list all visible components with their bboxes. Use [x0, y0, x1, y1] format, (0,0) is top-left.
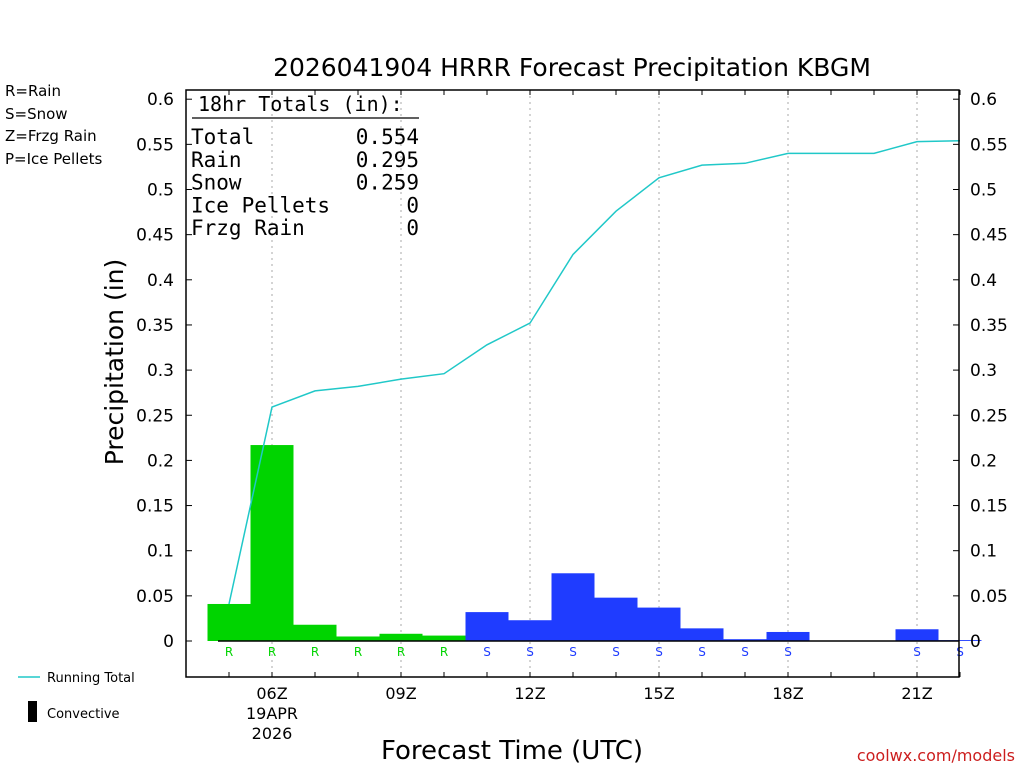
- totals-label-1: Rain: [191, 148, 242, 172]
- convective-swatch: [28, 701, 37, 722]
- y-tick-label-right-0: 0: [970, 632, 981, 652]
- totals-label-4: Frzg Rain: [191, 216, 305, 240]
- bar-16: [895, 629, 939, 641]
- y-tick-label-left-12: 0.6: [147, 90, 174, 110]
- bar-17: [938, 640, 982, 641]
- bar-11: [680, 628, 724, 641]
- bar-4: [379, 633, 423, 641]
- bar-type-label-7: S: [526, 645, 534, 659]
- x-tick-label-4: 18Z: [772, 684, 803, 703]
- bar-type-label-9: S: [612, 645, 620, 659]
- bar-type-label-17: S: [956, 645, 964, 659]
- totals-value-0: 0.554: [356, 125, 419, 149]
- bar-3: [336, 636, 380, 641]
- totals-label-2: Snow: [191, 171, 242, 195]
- bar-1: [250, 445, 294, 641]
- y-axis-title: Precipitation (in): [100, 259, 129, 466]
- y-tick-label-right-2: 0.1: [970, 542, 997, 562]
- legend-freezing-rain: Z=Frzg Rain: [5, 127, 97, 145]
- totals-label-0: Total: [191, 125, 254, 149]
- watermark: coolwx.com/models: [857, 746, 1015, 765]
- totals-value-3: 0: [406, 193, 419, 217]
- y-tick-label-right-5: 0.25: [970, 406, 1008, 426]
- bar-type-label-16: S: [913, 645, 921, 659]
- x-tick-label-5: 21Z: [901, 684, 932, 703]
- bar-type-label-12: S: [741, 645, 749, 659]
- bar-type-label-1: R: [268, 645, 276, 659]
- legend-snow: S=Snow: [5, 105, 68, 123]
- bar-type-label-3: R: [354, 645, 362, 659]
- running-total-line: [228, 139, 961, 605]
- y-tick-label-left-5: 0.25: [136, 406, 174, 426]
- bar-type-label-6: S: [483, 645, 491, 659]
- bar-5: [422, 635, 466, 641]
- y-tick-label-left-2: 0.1: [147, 542, 174, 562]
- bar-8: [551, 573, 595, 641]
- y-tick-label-left-0: 0: [163, 632, 174, 652]
- bar-type-label-8: S: [569, 645, 577, 659]
- bar-0: [207, 603, 251, 641]
- y-tick-label-left-1: 0.05: [136, 587, 174, 607]
- y-tick-label-right-3: 0.15: [970, 497, 1008, 517]
- y-tick-label-right-7: 0.35: [970, 316, 1008, 336]
- y-tick-label-right-10: 0.5: [970, 181, 997, 201]
- y-tick-label-left-6: 0.3: [147, 361, 174, 381]
- bar-type-label-5: R: [440, 645, 448, 659]
- bar-2: [293, 624, 337, 641]
- convective-legend-label: Convective: [47, 707, 120, 722]
- totals-value-2: 0.259: [356, 171, 419, 195]
- bar-type-label-10: S: [655, 645, 663, 659]
- y-tick-label-left-8: 0.4: [147, 271, 174, 291]
- y-tick-label-right-6: 0.3: [970, 361, 997, 381]
- bar-9: [594, 597, 638, 641]
- y-tick-label-right-4: 0.2: [970, 451, 997, 471]
- totals-value-4: 0: [406, 216, 419, 240]
- totals-value-1: 0.295: [356, 148, 419, 172]
- y-tick-label-right-9: 0.45: [970, 226, 1008, 246]
- legend-rain: R=Rain: [5, 82, 61, 100]
- bar-6: [465, 612, 509, 641]
- y-tick-label-left-7: 0.35: [136, 316, 174, 336]
- y-tick-label-left-3: 0.15: [136, 497, 174, 517]
- y-tick-label-left-10: 0.5: [147, 181, 174, 201]
- y-tick-label-right-1: 0.05: [970, 587, 1008, 607]
- x-date-label: 19APR: [246, 704, 298, 723]
- y-tick-label-right-11: 0.55: [970, 135, 1008, 155]
- x-year-label: 2026: [252, 724, 293, 743]
- y-tick-label-right-8: 0.4: [970, 271, 997, 291]
- running-total-legend-label: Running Total: [47, 671, 135, 686]
- y-tick-label-left-11: 0.55: [136, 135, 174, 155]
- x-tick-label-0: 06Z: [256, 684, 287, 703]
- x-tick-label-2: 12Z: [514, 684, 545, 703]
- chart-title: 2026041904 HRRR Forecast Precipitation K…: [273, 53, 871, 82]
- totals-label-3: Ice Pellets: [191, 193, 330, 217]
- x-axis-title: Forecast Time (UTC): [381, 736, 643, 766]
- bar-type-label-0: R: [225, 645, 233, 659]
- bar-type-label-4: R: [397, 645, 405, 659]
- x-tick-label-1: 09Z: [385, 684, 416, 703]
- bar-type-label-13: S: [784, 645, 792, 659]
- y-tick-label-left-4: 0.2: [147, 451, 174, 471]
- bar-type-label-2: R: [311, 645, 319, 659]
- totals-header: 18hr Totals (in):: [198, 92, 403, 116]
- bar-7: [508, 620, 552, 641]
- bar-13: [766, 631, 810, 641]
- y-tick-label-left-9: 0.45: [136, 226, 174, 246]
- bar-type-label-11: S: [698, 645, 706, 659]
- y-tick-label-right-12: 0.6: [970, 90, 997, 110]
- bar-10: [637, 607, 681, 641]
- legend-ice-pellets: P=Ice Pellets: [5, 150, 103, 168]
- x-tick-label-3: 15Z: [643, 684, 674, 703]
- bar-12: [723, 639, 767, 641]
